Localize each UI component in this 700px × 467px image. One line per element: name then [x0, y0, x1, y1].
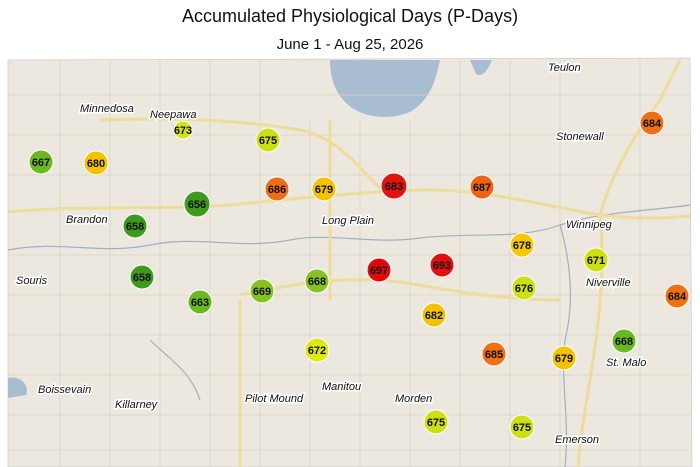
- station-value: 671: [587, 255, 605, 267]
- station-marker: [380, 172, 408, 200]
- station-value: 684: [668, 291, 687, 303]
- station-value: 682: [425, 310, 443, 322]
- place-label: Killarney: [115, 399, 159, 411]
- station-value: 658: [126, 221, 144, 233]
- station-value: 658: [133, 272, 151, 284]
- station-marker: [509, 232, 535, 258]
- station-marker: [469, 174, 495, 200]
- station-value: 697: [370, 265, 388, 277]
- place-label: Teulon: [548, 62, 581, 74]
- place-label: Minnedosa: [80, 103, 134, 115]
- station-marker: [481, 341, 507, 367]
- station-value: 673: [174, 125, 192, 137]
- station-marker: [421, 302, 447, 328]
- station-marker: [304, 337, 330, 363]
- place-label: Souris: [16, 275, 48, 287]
- station-marker: [511, 275, 537, 301]
- title: Accumulated Physiological Days (P-Days): [181, 6, 519, 26]
- station-marker: [249, 278, 275, 304]
- station-marker: [583, 247, 609, 273]
- station-marker: [264, 176, 290, 202]
- station-value: 656: [188, 199, 206, 211]
- station-value: 686: [268, 184, 286, 196]
- station-value: 667: [32, 157, 50, 169]
- station-value: 685: [485, 349, 503, 361]
- station-value: 687: [473, 182, 491, 194]
- place-label: Niverville: [586, 277, 631, 289]
- place-label: Winnipeg: [566, 219, 613, 231]
- place-label: Emerson: [555, 434, 599, 446]
- station-value: 683: [385, 181, 403, 193]
- place-label: Neepawa: [150, 109, 196, 121]
- station-marker: [187, 289, 213, 315]
- station-marker: [173, 120, 193, 140]
- place-label: Pilot Mound: [245, 393, 304, 405]
- station-marker: [304, 268, 330, 294]
- station-marker: [639, 110, 665, 136]
- station-value: 675: [259, 135, 277, 147]
- station-value: 676: [515, 283, 533, 295]
- station-marker: [429, 252, 455, 278]
- station-value: 679: [555, 353, 573, 365]
- station-marker: [129, 264, 155, 290]
- station-marker: [122, 213, 148, 239]
- subtitle: June 1 - Aug 25, 2026: [276, 36, 424, 53]
- station-value: 678: [513, 240, 531, 252]
- place-label: Brandon: [66, 214, 108, 226]
- station-marker: [183, 190, 211, 218]
- station-value: 679: [315, 184, 333, 196]
- place-label: St. Malo: [606, 357, 646, 369]
- station-marker: [509, 414, 535, 440]
- station-value: 663: [191, 297, 209, 309]
- station-marker: [611, 328, 637, 354]
- station-value: 693: [433, 260, 451, 272]
- station-marker: [551, 345, 577, 371]
- place-label: Morden: [395, 393, 432, 405]
- basemap: [7, 57, 693, 467]
- station-value: 669: [253, 286, 271, 298]
- station-value: 668: [308, 276, 326, 288]
- station-value: 668: [615, 336, 633, 348]
- station-value: 675: [513, 422, 531, 434]
- place-label: Manitou: [322, 381, 361, 393]
- station-marker: [255, 127, 281, 153]
- station-marker: [83, 150, 109, 176]
- station-value: 675: [427, 417, 445, 429]
- station-marker: [664, 283, 690, 309]
- station-marker: [311, 176, 337, 202]
- place-label: Stonewall: [556, 131, 604, 143]
- station-marker: [423, 409, 449, 435]
- place-label: Long Plain: [322, 215, 374, 227]
- station-marker: [28, 149, 54, 175]
- station-value: 672: [308, 345, 326, 357]
- station-value: 684: [643, 118, 662, 130]
- station-marker: [366, 257, 392, 283]
- station-value: 680: [87, 158, 105, 170]
- place-label: Boissevain: [38, 384, 91, 396]
